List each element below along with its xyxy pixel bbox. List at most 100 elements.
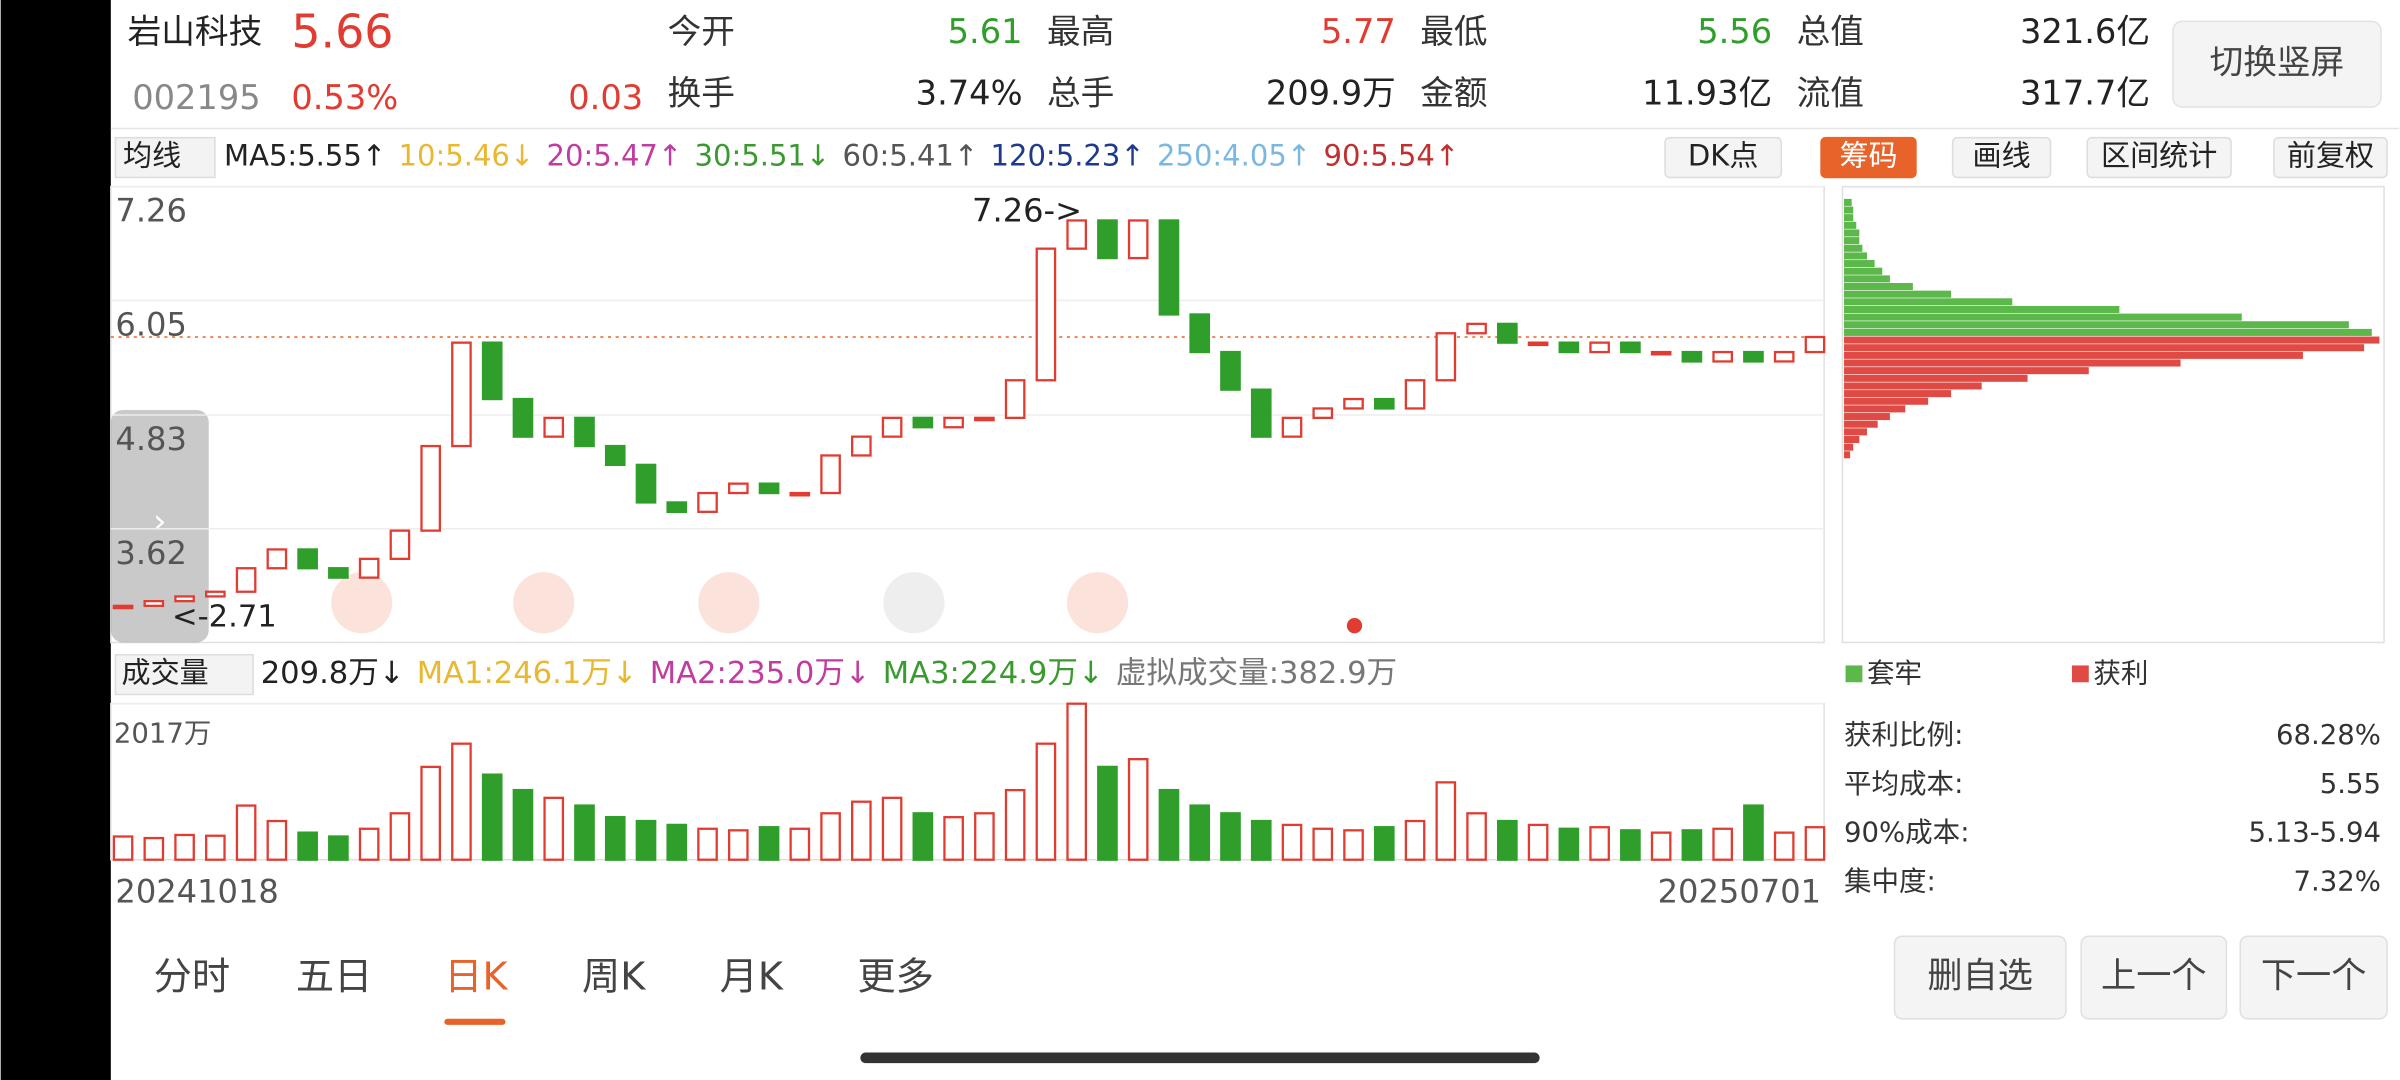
- candle: [881, 416, 903, 438]
- tab[interactable]: 日K: [444, 956, 508, 1000]
- shrink[interactable]: [1066, 572, 1129, 634]
- action-button[interactable]: [2080, 935, 2228, 1020]
- volume-bar: [912, 812, 934, 861]
- tool-label: 区间统计: [2101, 139, 2217, 173]
- candle: [174, 595, 195, 603]
- chip-bar: [1844, 397, 1929, 405]
- chip-bar: [1844, 252, 1867, 260]
- chip-bar: [1844, 260, 1875, 268]
- action-label: 删自选: [1927, 956, 2033, 997]
- stat-label: 最高: [1047, 12, 1114, 51]
- volume-selector[interactable]: [114, 653, 254, 696]
- chip-bar: [1844, 428, 1867, 436]
- scroll-right[interactable]: [883, 572, 945, 634]
- candle: [1589, 341, 1610, 354]
- volume-bar: [697, 827, 718, 861]
- zoom-out[interactable]: [331, 572, 393, 634]
- candle: [1404, 379, 1426, 410]
- volume-bar: [328, 835, 349, 861]
- tab[interactable]: 五日: [296, 956, 372, 1000]
- volume-bar: [1343, 829, 1364, 861]
- candle: [974, 416, 995, 422]
- candle: [1250, 388, 1272, 438]
- tab[interactable]: 更多: [857, 956, 933, 1000]
- volume-bar: [112, 835, 134, 861]
- volume-bar: [451, 742, 472, 861]
- indicator-text: 250:4.05↑: [1157, 139, 1311, 173]
- chip-bar: [1844, 298, 2013, 306]
- tool-button[interactable]: [1664, 136, 1783, 179]
- candle: [235, 567, 257, 593]
- tool-button[interactable]: [1951, 136, 2052, 179]
- volume-bar: [266, 819, 288, 861]
- change-pct: 0.53%: [291, 78, 398, 117]
- stat-label: 总手: [1047, 73, 1114, 112]
- volume-bar: [851, 800, 872, 861]
- indicator-text: 20:5.47↑: [546, 139, 682, 173]
- volume-bar: [1650, 831, 1672, 861]
- scroll-left[interactable]: [698, 572, 760, 634]
- orientation-button[interactable]: [2172, 20, 2382, 108]
- zoom-in[interactable]: [513, 572, 575, 634]
- volume-bar: [1773, 831, 1795, 861]
- tool-button[interactable]: [1820, 136, 1917, 179]
- stat-value: 5.61: [948, 12, 1023, 51]
- volume-bar: [205, 834, 226, 861]
- tool-button[interactable]: [2273, 136, 2388, 179]
- candle: [112, 604, 134, 610]
- volume-bar: [1712, 827, 1733, 861]
- legend-label: 套牢: [1867, 658, 1922, 690]
- volume-bar: [1804, 826, 1826, 861]
- volume-bar: [1373, 826, 1395, 861]
- candle: [604, 444, 626, 466]
- volume-bar: [1497, 819, 1518, 861]
- chip-bar: [1844, 283, 1913, 291]
- chip-stat-value: 7.32%: [2294, 866, 2381, 898]
- stat-value: 5.77: [1321, 12, 1396, 51]
- volume-bar: [1097, 765, 1118, 861]
- volume-bar: [1281, 823, 1303, 861]
- tab[interactable]: 月K: [720, 956, 784, 1000]
- ma-selector-label: 均线: [123, 139, 181, 173]
- candle: [1004, 379, 1026, 419]
- candle: [143, 599, 165, 607]
- tool-label: DK点: [1688, 139, 1758, 173]
- chip-bar: [1844, 244, 1863, 252]
- tab[interactable]: 分时: [154, 956, 230, 1000]
- legend-swatch: [2071, 665, 2089, 683]
- volume-bar: [1035, 742, 1057, 861]
- candle: [789, 491, 811, 497]
- chip-bar: [1844, 405, 1906, 413]
- indicator-text: 虚拟成交量:382.9万: [1116, 656, 1397, 691]
- candle: [1127, 219, 1149, 260]
- indicator-text: MA5:5.55↑: [224, 139, 386, 173]
- candle: [1066, 219, 1088, 250]
- volume-bar: [174, 833, 195, 861]
- chip-stat-label: 90%成本:: [1844, 817, 1969, 849]
- tool-button[interactable]: [2086, 136, 2232, 179]
- legend-swatch: [1845, 665, 1863, 683]
- candle: [389, 529, 411, 560]
- action-button[interactable]: [1893, 935, 2067, 1020]
- collapse-handle[interactable]: [110, 409, 209, 643]
- action-label: 上一个: [2101, 956, 2207, 997]
- tab[interactable]: 周K: [582, 956, 646, 1000]
- volume-bar: [235, 804, 257, 861]
- action-button[interactable]: [2239, 935, 2388, 1020]
- date-label: 20241018: [115, 872, 278, 910]
- volume-bar: [1220, 812, 1241, 861]
- chip-bar: [1844, 305, 2120, 313]
- handle-arrow: ›: [153, 502, 166, 541]
- candle: [1773, 350, 1795, 363]
- change: 0.03: [568, 78, 643, 117]
- stat-label: 总值: [1797, 12, 1864, 51]
- y-tick-label: 3.62: [115, 534, 187, 572]
- candle: [1158, 219, 1180, 316]
- y-tick-label: 7.26: [115, 192, 187, 230]
- indicator-text: 10:5.46↓: [398, 139, 534, 173]
- orientation-button-label: 切换竖屏: [2210, 43, 2345, 82]
- volume-bar: [1589, 826, 1610, 861]
- candle: [1189, 313, 1211, 354]
- ma-selector[interactable]: [114, 136, 216, 179]
